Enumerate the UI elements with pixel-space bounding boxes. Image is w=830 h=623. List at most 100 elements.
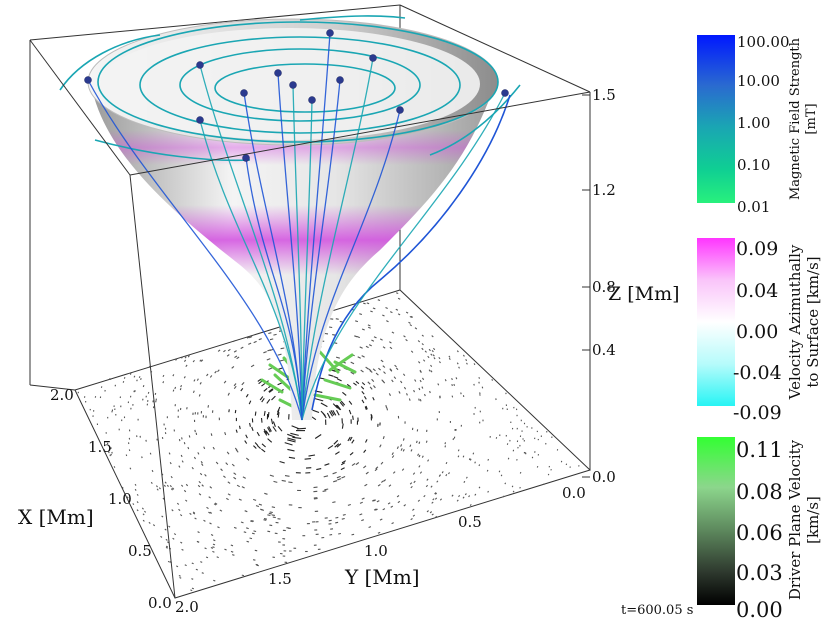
driver-vector	[166, 484, 169, 487]
driver-vector	[190, 589, 193, 592]
driver-vector	[341, 423, 344, 429]
driver-vector	[152, 524, 156, 527]
driver-vector	[232, 339, 236, 343]
driver-vector	[474, 461, 476, 464]
driver-vector	[250, 520, 253, 523]
driver-vector	[408, 321, 411, 324]
driver-vector	[390, 505, 394, 508]
driver-vector	[320, 410, 326, 417]
driver-vector	[172, 374, 175, 377]
driver-vector	[133, 375, 136, 378]
driver-vector	[415, 440, 418, 444]
driver-vector	[417, 361, 421, 364]
driver-vector	[223, 475, 226, 479]
x-tick-label: 0.0	[148, 594, 172, 612]
driver-vector	[185, 483, 189, 487]
driver-vector	[154, 392, 157, 395]
driver-vector	[364, 406, 367, 410]
cb1-unit: [mT]	[804, 103, 819, 134]
field-line-seed-point	[336, 76, 344, 84]
driver-vector	[547, 473, 550, 476]
driver-vector	[281, 479, 286, 482]
driver-vector	[234, 355, 238, 359]
driver-vector	[192, 512, 196, 515]
driver-vector	[233, 472, 237, 476]
driver-vector	[198, 394, 201, 397]
driver-vector	[263, 387, 268, 392]
cb2-tick: 0.00	[736, 321, 778, 343]
driver-vector	[210, 546, 214, 549]
driver-vector	[267, 530, 271, 533]
driver-vector	[469, 504, 472, 507]
driver-vector	[382, 314, 385, 317]
cb2-title: Velocity Azimuthally	[786, 244, 804, 400]
driver-vector	[223, 349, 226, 353]
z-tick-label: 0.4	[592, 341, 616, 359]
driver-vector	[269, 338, 274, 341]
field-line	[292, 84, 303, 421]
driver-vector	[519, 471, 522, 474]
cb3-tick: 0.11	[736, 438, 783, 462]
driver-vector	[422, 377, 425, 381]
driver-vector	[342, 513, 346, 516]
driver-vector	[448, 357, 451, 361]
driver-vector	[183, 442, 186, 445]
driver-vector	[512, 490, 515, 493]
driver-velocity-arrows	[260, 350, 357, 412]
driver-vector	[430, 364, 433, 368]
driver-vector	[403, 386, 407, 390]
driver-vector	[254, 442, 259, 446]
driver-vector	[373, 336, 377, 339]
driver-vector	[393, 376, 397, 380]
driver-vector	[208, 496, 211, 499]
field-line	[311, 94, 511, 411]
driver-vector	[391, 455, 395, 459]
driver-vector	[463, 480, 466, 483]
driver-vector	[382, 380, 386, 384]
driver-vector	[413, 389, 416, 393]
x-tick-label: 2.0	[50, 386, 74, 404]
driver-vector	[323, 475, 329, 478]
driver-vector	[419, 379, 422, 383]
cb2-unit: to Surface [km/s]	[804, 256, 822, 387]
driver-vector	[191, 578, 194, 580]
driver-vector	[374, 468, 378, 472]
driver-vector	[382, 346, 386, 349]
driver-vector	[197, 531, 200, 534]
driver-vector	[437, 383, 440, 386]
driver-vector	[163, 484, 166, 487]
driver-vector	[249, 537, 253, 540]
driver-vector	[234, 447, 238, 451]
driver-vector	[359, 346, 363, 349]
driver-vector	[423, 494, 426, 498]
driver-vector	[287, 437, 296, 441]
driver-vector	[314, 434, 322, 439]
driver-vector	[126, 496, 129, 499]
driver-vector	[264, 492, 268, 495]
driver-vector	[444, 379, 447, 382]
driver-vector	[212, 446, 215, 450]
field-line-seed-point	[396, 106, 404, 114]
driver-vector	[273, 333, 277, 336]
driver-vector	[184, 564, 187, 567]
field-line	[301, 99, 313, 421]
driver-vector	[245, 393, 249, 398]
driver-vector	[421, 347, 424, 351]
driver-vector	[111, 451, 113, 454]
driver-vector	[487, 490, 489, 493]
driver-vector	[267, 438, 273, 443]
colorbar-magnetic-field: 100.00 10.00 1.00 0.10 0.01 Magnetic Fie…	[697, 33, 819, 216]
driver-vector	[397, 313, 401, 316]
driver-vector	[260, 508, 264, 511]
driver-vector	[224, 432, 227, 436]
driver-vector	[474, 493, 477, 496]
driver-vector	[196, 540, 200, 543]
driver-vector	[244, 510, 248, 513]
driver-vector	[193, 456, 196, 460]
driver-vector	[265, 430, 270, 436]
driver-vector	[350, 361, 355, 365]
driver-vector	[396, 446, 399, 450]
driver-vector	[169, 485, 172, 488]
driver-vector	[382, 508, 386, 511]
cb2-tick: 0.04	[736, 280, 778, 302]
